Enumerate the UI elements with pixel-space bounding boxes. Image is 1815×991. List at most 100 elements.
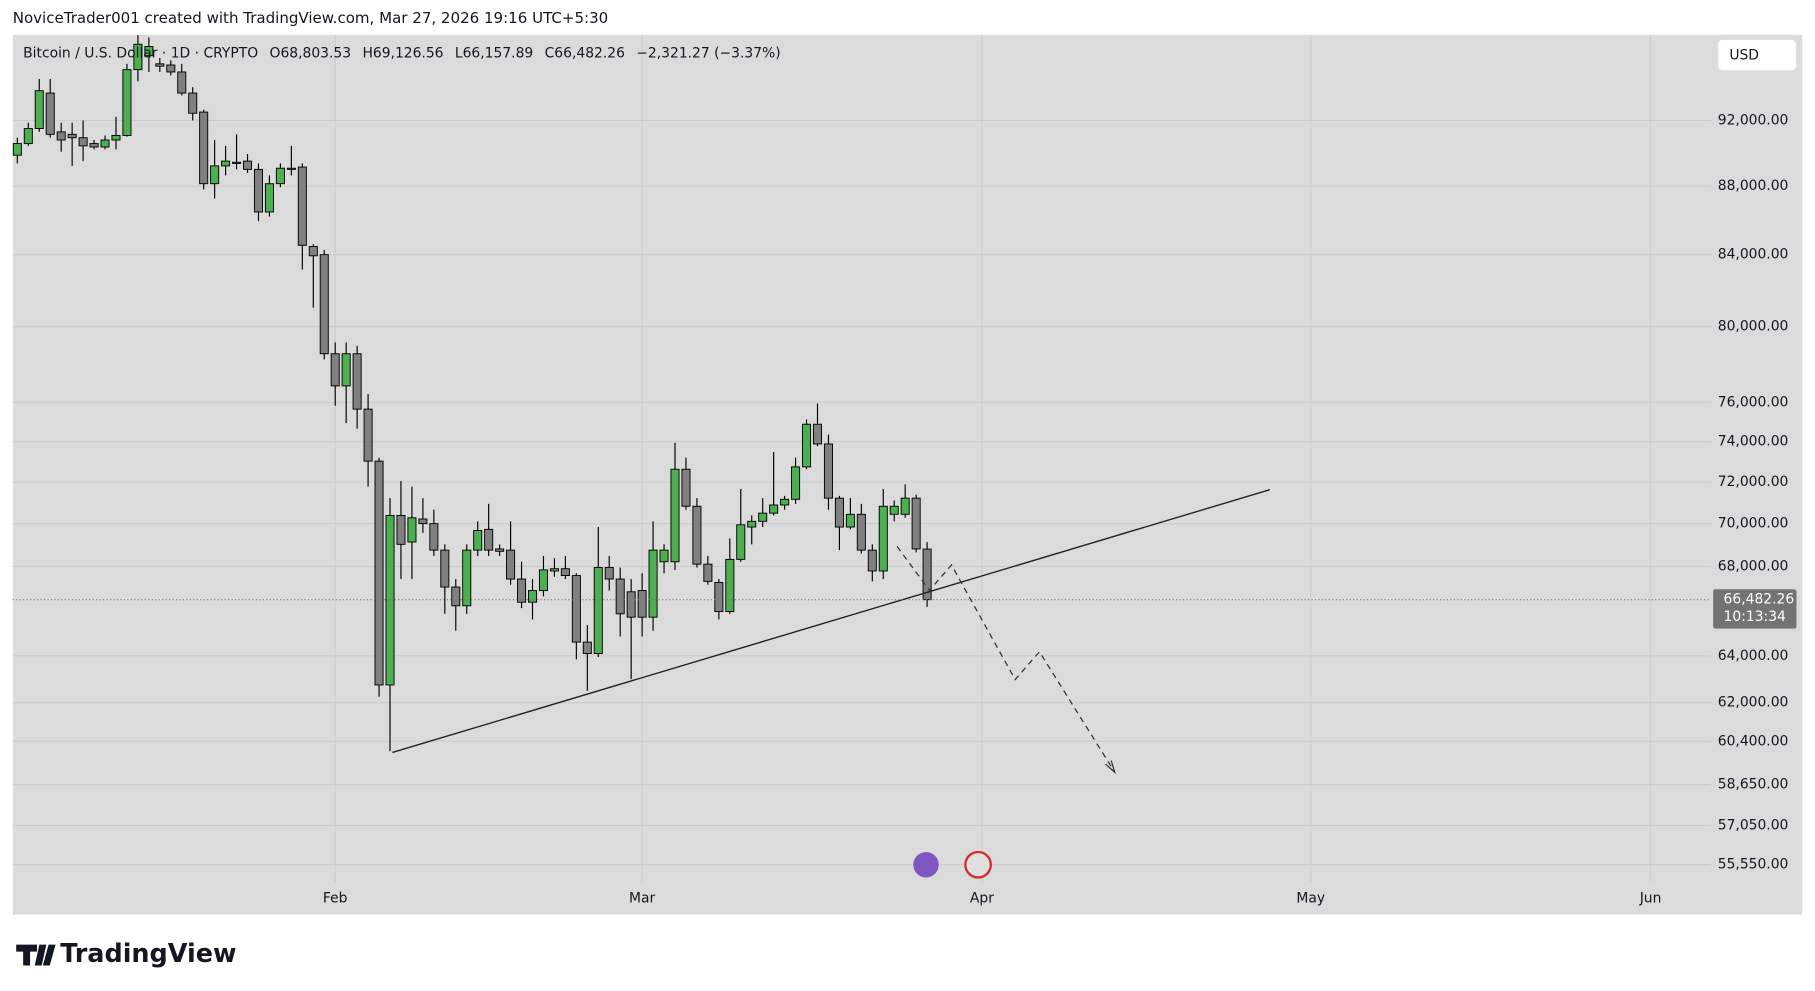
candle-body	[856, 513, 866, 551]
event-icon[interactable]	[913, 852, 939, 878]
candle-body	[615, 578, 625, 615]
overlay: 92,000.00 88,000.00 84,000.00 80,000.00 76,0…	[12, 112, 1797, 906]
candle-body	[286, 167, 296, 170]
header: NoviceTrader001 created with TradingView…	[13, 9, 608, 27]
candle-body	[747, 520, 757, 528]
candle-body	[56, 131, 66, 141]
legend-value: 68,803.53	[280, 45, 351, 61]
candle-body	[637, 590, 647, 618]
candle-body	[473, 530, 483, 551]
candle-body	[23, 128, 33, 145]
y-tick-label: 70,000.00	[1718, 516, 1789, 532]
candle-body	[275, 167, 285, 185]
countdown: 10:13:34	[1724, 609, 1786, 625]
candle-body	[374, 460, 384, 686]
candle-body	[889, 505, 899, 515]
candle-body	[911, 497, 921, 550]
candle-body	[78, 137, 88, 147]
candle-body	[418, 518, 428, 525]
y-tick-label: 84,000.00	[1718, 247, 1789, 263]
candle-body	[758, 512, 768, 522]
candle-body	[396, 514, 406, 545]
trend-line	[392, 489, 1271, 754]
candle-body	[571, 575, 581, 643]
y-tick-label: 88,000.00	[1718, 178, 1789, 194]
y-tick-label: 72,000.00	[1718, 474, 1789, 490]
candle-body	[253, 168, 263, 213]
candle-body	[122, 69, 132, 136]
candle-body	[648, 549, 658, 618]
y-tick-label: 60,400.00	[1718, 733, 1789, 749]
candle-body	[297, 166, 307, 246]
y-tick-label: 68,000.00	[1718, 558, 1789, 574]
last-price-tag	[1713, 589, 1797, 629]
candle-body	[812, 423, 823, 445]
candle-body	[177, 71, 187, 94]
candle-body	[495, 548, 505, 552]
y-tick-label: 57,050.00	[1718, 817, 1789, 833]
candle-body	[440, 549, 450, 588]
candle-body	[45, 92, 55, 135]
legend-value: 66,157.89	[463, 45, 534, 61]
x-tick-label: Jun	[1639, 890, 1662, 906]
legend-value: 69,126.56	[373, 45, 444, 61]
candle-body	[232, 161, 242, 164]
x-tick-label: Feb	[323, 890, 348, 906]
grid	[12, 34, 1711, 883]
currency-label[interactable]: USD	[1729, 48, 1759, 64]
candle-body	[341, 353, 351, 387]
candle-body	[484, 528, 494, 551]
legend-key: H	[362, 45, 372, 61]
candle-body	[681, 468, 691, 507]
candle-body	[451, 586, 461, 607]
candle-body	[845, 513, 855, 528]
candle-body	[34, 90, 44, 129]
projection-path	[896, 546, 1116, 773]
legend-key: L	[455, 45, 463, 61]
candle-body	[188, 92, 198, 114]
x-tick-label: Apr	[970, 890, 994, 906]
candle-body	[100, 139, 110, 148]
candle-body	[517, 578, 527, 603]
candle-body	[429, 523, 439, 551]
candle-body	[714, 581, 724, 613]
candle-body	[834, 497, 844, 528]
legend-key: O	[270, 45, 281, 61]
candle-body	[67, 133, 77, 139]
candle-body	[725, 558, 735, 613]
candles	[12, 35, 932, 752]
candle-body	[823, 443, 833, 499]
candle-body	[527, 590, 538, 603]
candle-body	[308, 245, 318, 257]
candle-body	[626, 591, 636, 618]
candle-body	[780, 498, 790, 506]
candle-body	[462, 549, 472, 607]
candle-body	[802, 423, 812, 468]
candle-body	[111, 134, 121, 141]
y-tick-label: 74,000.00	[1718, 434, 1789, 450]
candle-body	[769, 504, 779, 514]
candle-body	[560, 568, 570, 577]
arrow-head	[1105, 760, 1116, 775]
candle-body	[12, 143, 22, 156]
candle-body	[166, 64, 176, 73]
flag-icon[interactable]	[964, 850, 992, 879]
y-tick-label: 64,000.00	[1718, 648, 1789, 664]
brand-name: TradingView	[60, 939, 236, 969]
candle-body	[593, 567, 603, 655]
candle-body	[155, 63, 165, 67]
candle-body	[330, 353, 340, 387]
y-tick-label: 62,000.00	[1718, 695, 1789, 711]
currency-button[interactable]	[1717, 38, 1798, 72]
y-tick-label: 55,550.00	[1718, 857, 1789, 873]
legend-change: −2,321.27 (−3.37%)	[636, 45, 780, 61]
candle-body	[659, 549, 669, 563]
candle-body	[791, 466, 801, 500]
candle-body	[670, 468, 680, 563]
x-tick-label: May	[1296, 890, 1325, 906]
brand-logo	[16, 944, 56, 966]
legend-symbol: Bitcoin / U.S. Dollar · 1D · CRYPTO	[23, 45, 258, 61]
candle-body	[199, 111, 209, 185]
